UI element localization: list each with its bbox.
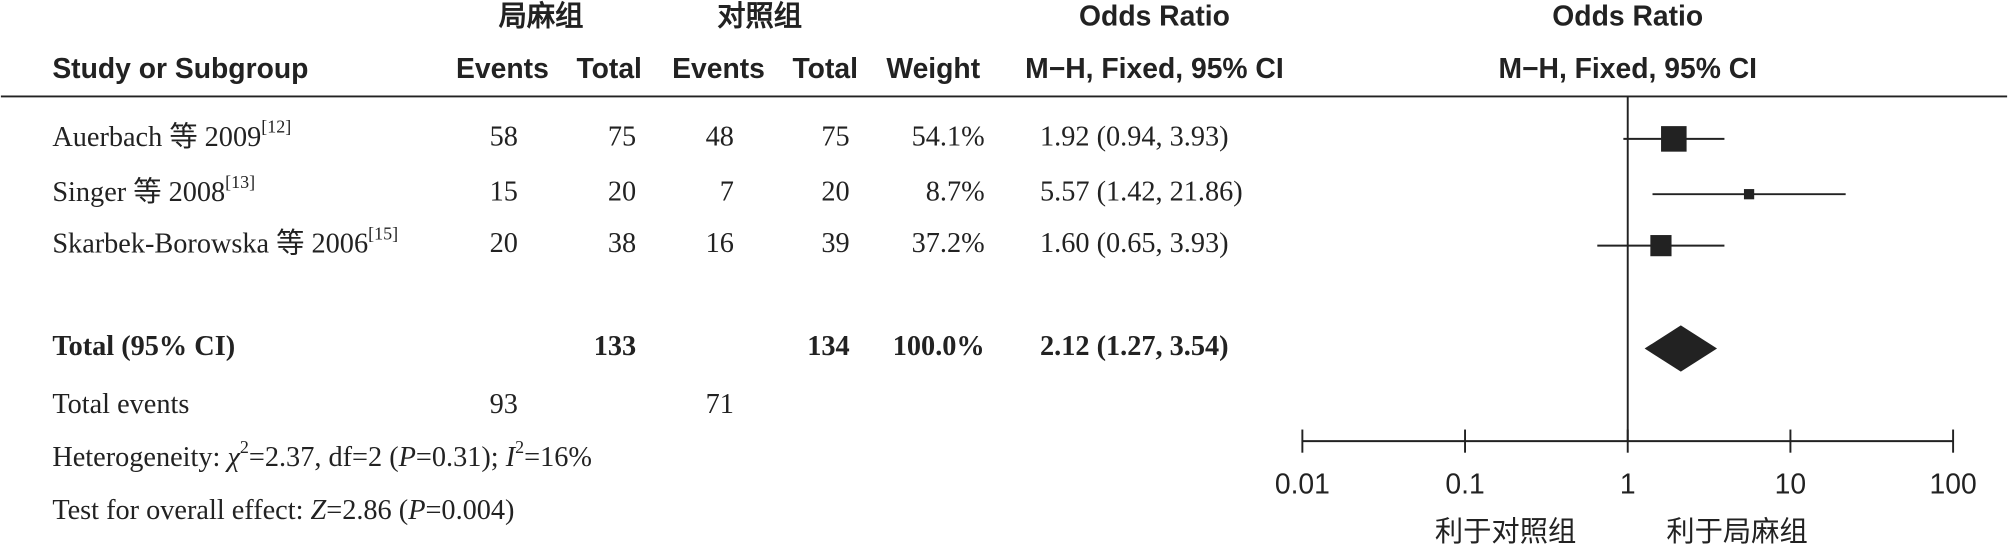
weight: 8.7%: [926, 177, 985, 208]
ci-text: 1.92 (0.94, 3.93): [1040, 121, 1229, 152]
or-header: Odds Ratio: [1079, 0, 1230, 31]
ci-text: 5.57 (1.42, 21.86): [1040, 177, 1243, 208]
cell: 20: [490, 228, 518, 259]
column-header: Events: [456, 52, 549, 84]
overall-effect-part: P: [407, 494, 425, 525]
weight: 37.2%: [912, 228, 985, 259]
x-tick-label: 1: [1620, 468, 1636, 500]
heterogeneity-part: Heterogeneity:: [52, 442, 227, 473]
study-box: [1650, 235, 1672, 257]
heterogeneity-part: =2.37, df=2 (: [249, 442, 399, 473]
study-label: Auerbach 等 2009[12]: [52, 117, 291, 153]
heterogeneity: Heterogeneity: χ2=2.37, df=2 (P=0.31); I…: [52, 437, 592, 473]
cell: 75: [608, 121, 636, 152]
heterogeneity-part: =0.31);: [416, 442, 506, 473]
ci-text: 1.60 (0.65, 3.93): [1040, 228, 1229, 259]
cell: 75: [821, 121, 849, 152]
cell: 39: [821, 228, 849, 259]
favours-label: 利于对照组: [1435, 515, 1576, 547]
total-label: Total (95% CI): [52, 331, 235, 362]
overall-effect-part: Z: [311, 494, 327, 525]
plot-header: Odds Ratio: [1552, 0, 1703, 31]
cell: 20: [821, 177, 849, 208]
cell: 15: [490, 177, 518, 208]
total-events-label: Total events: [52, 389, 189, 420]
overall-effect-part: =2.86 (: [326, 494, 408, 525]
reference: [15]: [368, 223, 398, 243]
reference: [12]: [261, 117, 291, 137]
or-subheader: M−H, Fixed, 95% CI: [1025, 52, 1284, 84]
column-header: Total: [576, 52, 641, 84]
cell: 71: [706, 389, 734, 420]
overall-effect: Test for overall effect: Z=2.86 (P=0.004…: [52, 494, 514, 525]
overall-effect-part: =0.004): [425, 494, 514, 525]
study-label: Skarbek-Borowska 等 2006[15]: [52, 223, 398, 259]
cell: 48: [706, 121, 734, 152]
x-tick-label: 100: [1930, 468, 1977, 500]
heterogeneity-part: 2: [515, 437, 524, 457]
study-box: [1743, 189, 1755, 200]
favours-label: 利于局麻组: [1666, 515, 1807, 547]
reference: [13]: [225, 172, 255, 192]
column-header: Weight: [886, 52, 980, 84]
study-name: Skarbek-Borowska 等 2006: [52, 227, 368, 259]
group-header: 局麻组: [499, 0, 584, 31]
study-label: Singer 等 2008[13]: [52, 172, 255, 208]
study-box: [1661, 126, 1687, 152]
ci-text: 2.12 (1.27, 3.54): [1040, 331, 1229, 362]
cell: 38: [608, 228, 636, 259]
heterogeneity-part: χ: [224, 442, 241, 473]
heterogeneity-part: P: [398, 442, 416, 473]
x-tick-label: 0.1: [1445, 468, 1484, 500]
column-header: Total: [793, 52, 858, 84]
column-header: Events: [672, 52, 765, 84]
cell: 134: [807, 331, 849, 362]
cell: 20: [608, 177, 636, 208]
weight: 54.1%: [912, 121, 985, 152]
x-tick-label: 10: [1775, 468, 1806, 500]
overall-effect-part: Test for overall effect:: [52, 494, 310, 525]
plot-subheader: M−H, Fixed, 95% CI: [1498, 52, 1757, 84]
group-header: 对照组: [717, 0, 802, 31]
weight: 100.0%: [893, 331, 985, 362]
heterogeneity-part: =16%: [524, 442, 592, 473]
cell: 93: [490, 389, 518, 420]
cell: 133: [594, 331, 636, 362]
study-name: Singer 等 2008: [52, 176, 225, 208]
cell: 16: [706, 228, 734, 259]
column-header: Study or Subgroup: [52, 52, 308, 84]
cell: 7: [720, 177, 734, 208]
heterogeneity-part: I: [505, 442, 517, 473]
x-tick-label: 0.01: [1275, 468, 1330, 500]
heterogeneity-part: 2: [240, 437, 249, 457]
study-name: Auerbach 等 2009: [52, 120, 261, 152]
cell: 58: [490, 121, 518, 152]
total-diamond: [1644, 325, 1718, 372]
